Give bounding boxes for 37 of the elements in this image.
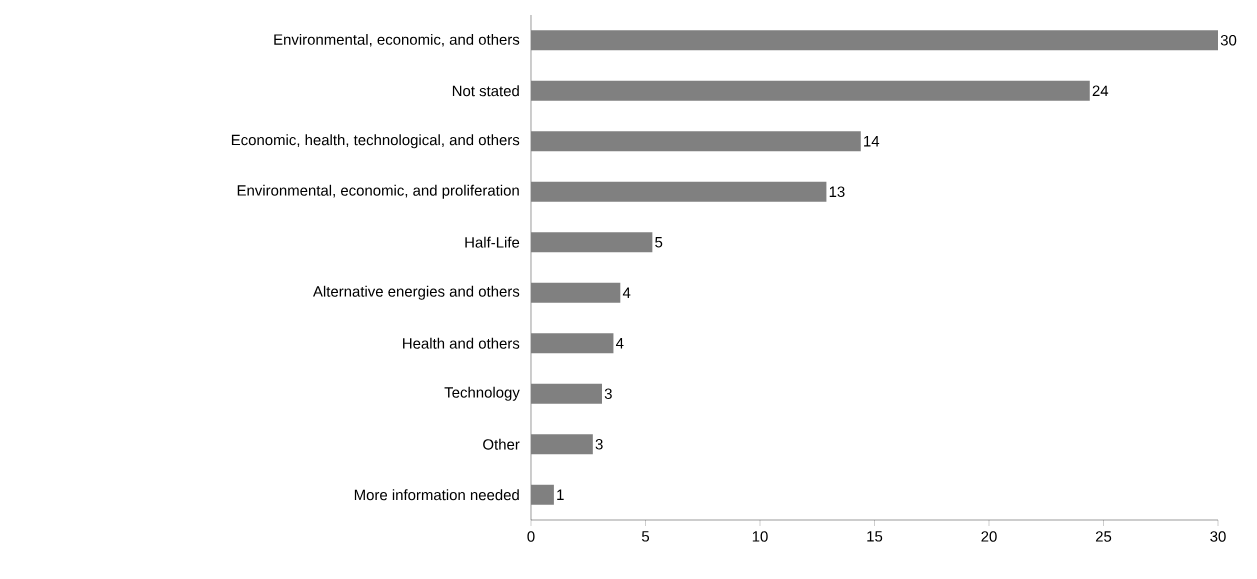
data-label: 14 [864,136,880,147]
bar [531,131,861,152]
bar [531,333,614,354]
data-label: 13 [829,186,845,198]
bar [531,232,653,253]
data-label: 4 [622,287,631,298]
y-tick-label: More information needed [354,489,519,501]
bar [531,30,1218,51]
y-tick-label: Technology [444,386,520,401]
data-label: 1 [557,489,564,500]
x-tick-label: 10 [752,531,768,542]
bar [531,434,593,455]
y-tick-label: Not stated [452,85,519,97]
bar [531,484,554,505]
data-label: 3 [604,388,612,400]
bar [531,282,621,303]
x-tick-label: 20 [981,531,997,542]
y-tick-label: Health and others [403,337,520,349]
x-tick-label: 0 [527,531,535,542]
data-label: 24 [1092,85,1109,96]
bar [531,383,602,404]
y-tick-label: Economic, health, technological, and others [231,134,520,149]
data-label: 4 [615,338,624,349]
y-tick-label: Environmental, economic, and others [274,33,520,47]
y-tick-label: Environmental, economic, and proliferation [237,184,519,199]
y-tick-label: Alternative energies and others [312,285,520,300]
bar [531,181,827,202]
x-tick-label: 5 [641,531,650,542]
data-label: 3 [595,438,603,450]
data-label: 5 [655,237,663,248]
y-tick-label: Other [483,438,520,450]
x-tick-label: 25 [1095,531,1112,542]
y-tick-label: Half-Life [465,236,520,248]
bar [531,80,1090,101]
x-tick-label: 15 [867,531,883,542]
data-label: 30 [1220,34,1237,46]
x-tick-label: 30 [1210,531,1226,542]
